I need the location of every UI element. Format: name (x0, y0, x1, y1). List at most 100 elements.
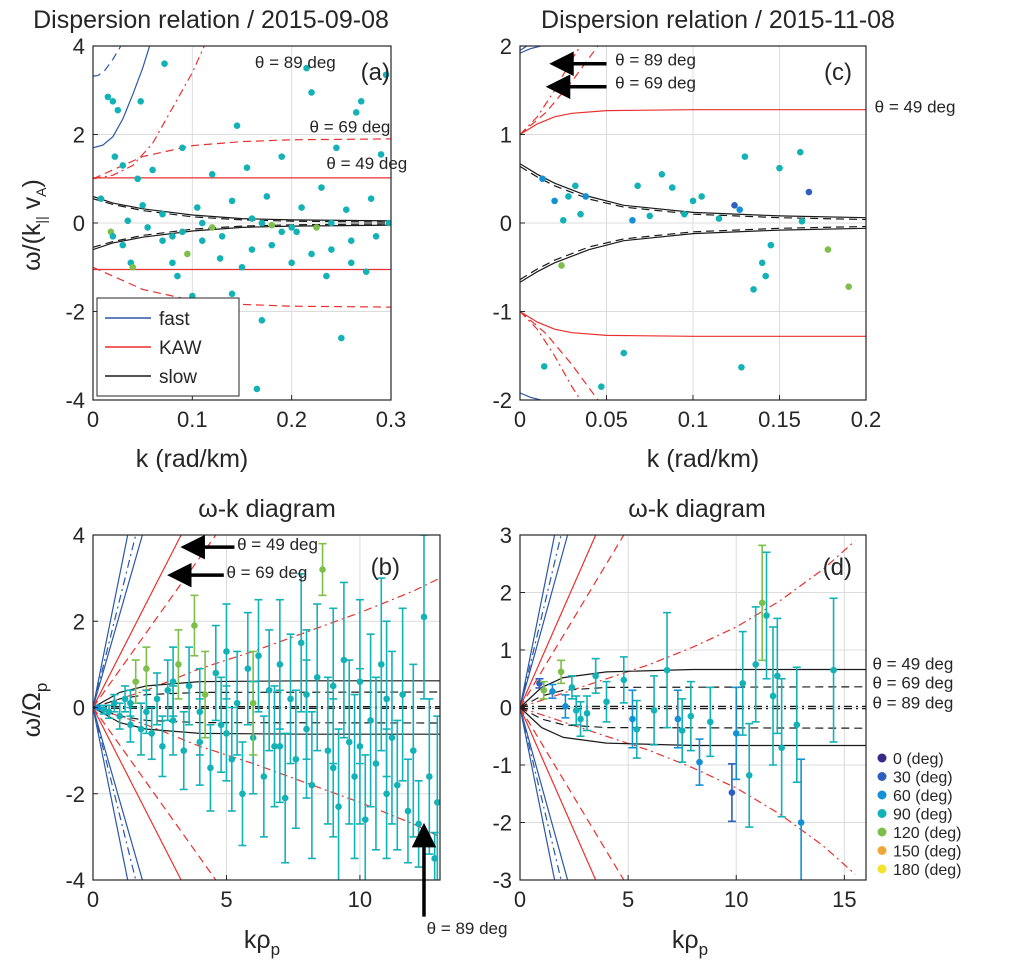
x-tick-label: 15 (832, 887, 856, 912)
x-tick-label: 0.2 (851, 407, 882, 432)
panel-a-label: (a) (361, 59, 390, 86)
data-point (313, 224, 320, 231)
annotation-text: θ = 89 deg (427, 919, 508, 938)
data-point (752, 661, 760, 668)
panel-c-label: (c) (824, 59, 852, 86)
data-point (559, 217, 567, 224)
annotation-text: θ = 49 deg (326, 154, 407, 173)
y-tick-label: 4 (73, 34, 85, 59)
data-point (159, 210, 166, 218)
angle-colour-legend: 0 (deg) 30 (deg)60 (deg) 90 (deg)120 (deg)… (877, 751, 962, 879)
data-point (728, 789, 736, 796)
data-point (620, 676, 628, 684)
data-point (127, 699, 134, 707)
y-tick-label: 0 (73, 211, 85, 236)
data-point (434, 799, 440, 806)
data-point (293, 228, 300, 236)
data-point (415, 820, 422, 828)
data-point (228, 755, 236, 763)
data-point (207, 764, 214, 772)
data-point (696, 758, 703, 766)
data-point (646, 212, 654, 220)
x-tick-label: 10 (724, 887, 748, 912)
data-point (288, 224, 295, 231)
panel-d-title: ω-k diagram (628, 495, 766, 523)
data-point (689, 197, 697, 205)
data-point (343, 206, 350, 214)
data-point (393, 781, 401, 789)
data-point (335, 803, 342, 810)
curve-kaw-dashdot (520, 540, 856, 709)
data-point (824, 246, 832, 253)
data-point (620, 349, 628, 357)
curve-slow-dash (93, 198, 391, 223)
data-point (598, 383, 605, 391)
panel-b-ylabel: ω/Ωp (18, 683, 51, 738)
data-point (328, 219, 335, 227)
curve-slow-solid (93, 195, 391, 222)
angle-legend-swatch (877, 772, 887, 781)
data-point (271, 743, 278, 750)
curve-slow-solid (93, 224, 391, 251)
data-point (338, 334, 345, 342)
data-point (239, 790, 246, 798)
data-point (736, 206, 744, 214)
data-point (763, 612, 770, 619)
data-point (399, 691, 406, 698)
annotation-text: θ = 69 deg (310, 117, 391, 136)
y-tick-label: 1 (500, 638, 512, 663)
curve-fast-solid (93, 707, 143, 880)
curve-kaw-dashdot (520, 311, 582, 400)
data-point (265, 686, 273, 694)
data-point (732, 730, 740, 737)
data-point (738, 363, 745, 371)
data-point (383, 695, 390, 703)
data-point (678, 727, 686, 734)
data-point (351, 773, 358, 780)
data-point (592, 672, 599, 680)
curve-kaw-solid (93, 535, 182, 708)
data-point (577, 210, 584, 218)
curve-kaw-solid (520, 535, 597, 708)
curve-slow-dash (520, 706, 866, 729)
data-point (191, 622, 198, 629)
data-point (845, 283, 852, 291)
panel-a-xlabel: k (rad/km) (136, 445, 249, 473)
data-point (223, 648, 230, 655)
panel-a-legend: fast KAW slow (96, 297, 240, 397)
y-tick-label: 0 (500, 696, 512, 721)
data-point (308, 250, 315, 258)
data-point (739, 680, 747, 687)
data-point (347, 259, 355, 267)
panel-d-clip-group (520, 535, 866, 880)
panel-b-xlabel: kρp (244, 926, 280, 959)
data-point (185, 682, 193, 690)
x-tick-label: 0.1 (678, 407, 709, 432)
annotation-text: θ = 49 deg (875, 97, 956, 116)
annotation-text: θ = 69 deg (872, 674, 953, 693)
data-point (159, 237, 166, 244)
curve-fast-dashdot (520, 707, 562, 880)
data-point (184, 250, 191, 258)
angle-legend-swatch (877, 864, 887, 874)
data-point (278, 228, 286, 236)
curve-slow-dash (520, 225, 866, 281)
x-tick-label: 5 (220, 887, 232, 912)
curve-kaw-dash (520, 707, 625, 880)
curve-kaw-solid (520, 707, 597, 880)
data-point (549, 688, 556, 695)
data-point (149, 166, 156, 174)
data-point (144, 224, 151, 231)
data-point (731, 202, 738, 209)
y-tick-label: 2 (73, 123, 85, 148)
angle-legend-label: 180 (deg) (893, 862, 962, 879)
data-point (797, 819, 805, 826)
data-point (431, 855, 438, 862)
data-point (111, 153, 119, 160)
curve-fast-solid (520, 535, 556, 708)
legend-label-kaw: KAW (159, 338, 202, 359)
data-point (663, 666, 671, 674)
data-point (169, 259, 176, 267)
data-point (318, 184, 325, 191)
angle-legend-label: 150 (deg) (893, 844, 962, 861)
